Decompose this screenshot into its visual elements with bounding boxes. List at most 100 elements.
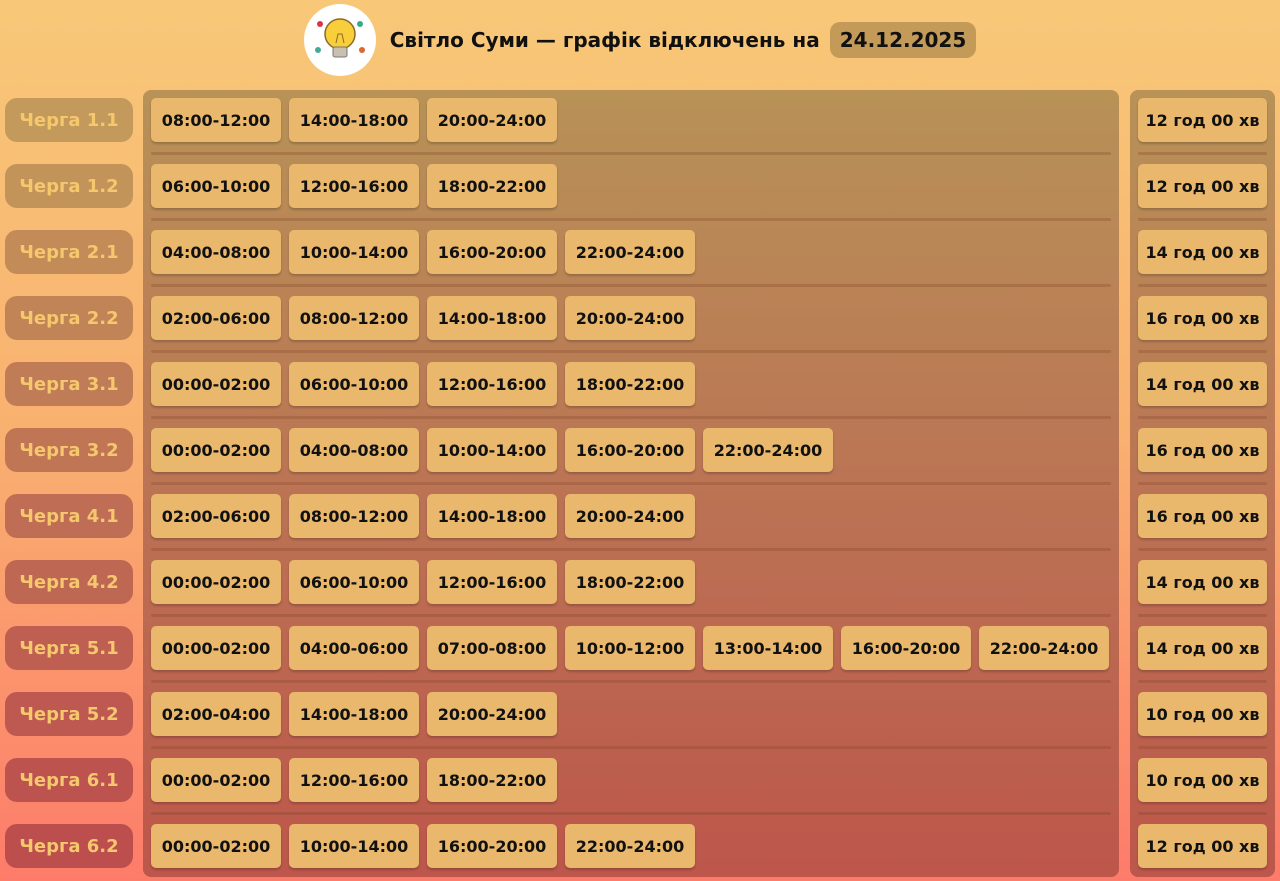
outage-slot: 16:00-20:00 — [427, 824, 557, 868]
outage-slot: 00:00-02:00 — [151, 428, 281, 472]
schedule-row: 06:00-10:00 12:00-16:00 18:00-22:00 — [151, 164, 1111, 230]
outage-slot: 04:00-08:00 — [151, 230, 281, 274]
outage-slot: 00:00-02:00 — [151, 626, 281, 670]
total-duration: 12 год 00 хв — [1138, 824, 1267, 868]
outage-slot: 22:00-24:00 — [565, 230, 695, 274]
total-duration: 16 год 00 хв — [1138, 428, 1267, 472]
outage-slot: 12:00-16:00 — [289, 164, 419, 208]
total-duration: 10 год 00 хв — [1138, 758, 1267, 802]
outage-slot: 04:00-06:00 — [289, 626, 419, 670]
outage-slot: 22:00-24:00 — [565, 824, 695, 868]
outage-slot: 20:00-24:00 — [427, 98, 557, 142]
queue-label: Черга 3.2 — [5, 428, 133, 472]
outage-slot: 00:00-02:00 — [151, 824, 281, 868]
total-row: 14 год 00 хв — [1138, 362, 1267, 428]
schedule-panel: 08:00-12:00 14:00-18:00 20:00-24:00 06:00-1… — [143, 90, 1119, 877]
total-row: 10 год 00 хв — [1138, 758, 1267, 824]
outage-slot: 22:00-24:00 — [703, 428, 833, 472]
outage-slot: 02:00-04:00 — [151, 692, 281, 736]
outage-slot: 10:00-14:00 — [427, 428, 557, 472]
outage-slot: 06:00-10:00 — [151, 164, 281, 208]
schedule-row: 02:00-04:00 14:00-18:00 20:00-24:00 — [151, 692, 1111, 758]
total-row: 12 год 00 хв — [1138, 164, 1267, 230]
date-badge: 24.12.2025 — [829, 22, 977, 58]
schedule-row: 08:00-12:00 14:00-18:00 20:00-24:00 — [151, 98, 1111, 164]
schedule-row: 02:00-06:00 08:00-12:00 14:00-18:00 20:00-2… — [151, 296, 1111, 362]
total-row: 16 год 00 хв — [1138, 494, 1267, 560]
schedule-row: 00:00-02:00 04:00-08:00 10:00-14:00 16:00-2… — [151, 428, 1111, 494]
outage-slot: 18:00-22:00 — [427, 758, 557, 802]
title-text: Світло Суми — графік відключень на — [389, 28, 820, 52]
outage-slot: 16:00-20:00 — [841, 626, 971, 670]
schedule-row: 04:00-08:00 10:00-14:00 16:00-20:00 22:00-2… — [151, 230, 1111, 296]
total-row: 10 год 00 хв — [1138, 692, 1267, 758]
outage-slot: 06:00-10:00 — [289, 362, 419, 406]
outage-slot: 06:00-10:00 — [289, 560, 419, 604]
queue-label: Черга 2.1 — [5, 230, 133, 274]
outage-slot: 16:00-20:00 — [565, 428, 695, 472]
schedule-row: 00:00-02:00 06:00-10:00 12:00-16:00 18:00-2… — [151, 362, 1111, 428]
lightbulb-icon — [303, 4, 376, 76]
totals-panel: 12 год 00 хв 12 год 00 хв 14 год 00 хв 16 г… — [1130, 90, 1275, 877]
queue-label: Черга 1.2 — [5, 164, 133, 208]
total-duration: 14 год 00 хв — [1138, 560, 1267, 604]
queue-label: Черга 4.2 — [5, 560, 133, 604]
schedule-row: 00:00-02:00 10:00-14:00 16:00-20:00 22:00-2… — [151, 824, 1111, 881]
outage-slot: 20:00-24:00 — [427, 692, 557, 736]
schedule-row: 00:00-02:00 12:00-16:00 18:00-22:00 — [151, 758, 1111, 824]
schedule-row: 02:00-06:00 08:00-12:00 14:00-18:00 20:00-2… — [151, 494, 1111, 560]
outage-slot: 02:00-06:00 — [151, 296, 281, 340]
outage-slot: 08:00-12:00 — [289, 494, 419, 538]
queue-label: Черга 5.2 — [5, 692, 133, 736]
outage-slot: 00:00-02:00 — [151, 758, 281, 802]
outage-slot: 10:00-14:00 — [289, 824, 419, 868]
outage-slot: 16:00-20:00 — [427, 230, 557, 274]
total-duration: 12 год 00 хв — [1138, 164, 1267, 208]
total-row: 14 год 00 хв — [1138, 230, 1267, 296]
outage-slot: 18:00-22:00 — [565, 560, 695, 604]
queue-label: Черга 5.1 — [5, 626, 133, 670]
outage-slot: 00:00-02:00 — [151, 362, 281, 406]
outage-slot: 02:00-06:00 — [151, 494, 281, 538]
total-duration: 16 год 00 хв — [1138, 296, 1267, 340]
outage-slot: 08:00-12:00 — [289, 296, 419, 340]
outage-slot: 18:00-22:00 — [427, 164, 557, 208]
total-duration: 14 год 00 хв — [1138, 626, 1267, 670]
queue-label: Черга 6.2 — [5, 824, 133, 868]
total-duration: 16 год 00 хв — [1138, 494, 1267, 538]
total-row: 14 год 00 хв — [1138, 560, 1267, 626]
outage-slot: 22:00-24:00 — [979, 626, 1109, 670]
total-row: 12 год 00 хв — [1138, 824, 1267, 881]
total-duration: 10 год 00 хв — [1138, 692, 1267, 736]
outage-slot: 14:00-18:00 — [289, 692, 419, 736]
outage-slot: 20:00-24:00 — [565, 494, 695, 538]
outage-slot: 13:00-14:00 — [703, 626, 833, 670]
outage-slot: 12:00-16:00 — [289, 758, 419, 802]
queue-label: Черга 4.1 — [5, 494, 133, 538]
page-title: Світло Суми — графік відключень на 24.12… — [390, 22, 977, 58]
outage-slot: 00:00-02:00 — [151, 560, 281, 604]
queue-label: Черга 2.2 — [5, 296, 133, 340]
outage-slot: 04:00-08:00 — [289, 428, 419, 472]
outage-slot: 14:00-18:00 — [427, 296, 557, 340]
queue-label: Черга 6.1 — [5, 758, 133, 802]
outage-slot: 08:00-12:00 — [151, 98, 281, 142]
total-row: 12 год 00 хв — [1138, 98, 1267, 164]
outage-slot: 10:00-14:00 — [289, 230, 419, 274]
total-duration: 14 год 00 хв — [1138, 362, 1267, 406]
queue-labels: Черга 1.1 Черга 1.2 Черга 2.1 Черга 2.2 Черг… — [5, 98, 133, 881]
outage-slot: 12:00-16:00 — [427, 560, 557, 604]
total-row: 16 год 00 хв — [1138, 428, 1267, 494]
outage-slot: 20:00-24:00 — [565, 296, 695, 340]
total-duration: 12 год 00 хв — [1138, 98, 1267, 142]
queue-label: Черга 3.1 — [5, 362, 133, 406]
outage-slot: 07:00-08:00 — [427, 626, 557, 670]
outage-slot: 14:00-18:00 — [427, 494, 557, 538]
outage-slot: 12:00-16:00 — [427, 362, 557, 406]
total-row: 16 год 00 хв — [1138, 296, 1267, 362]
total-duration: 14 год 00 хв — [1138, 230, 1267, 274]
header: Світло Суми — графік відключень на 24.12… — [0, 4, 1280, 76]
queue-label: Черга 1.1 — [5, 98, 133, 142]
schedule-row: 00:00-02:00 06:00-10:00 12:00-16:00 18:00-2… — [151, 560, 1111, 626]
schedule-row: 00:00-02:00 04:00-06:00 07:00-08:00 10:00-1… — [151, 626, 1111, 692]
